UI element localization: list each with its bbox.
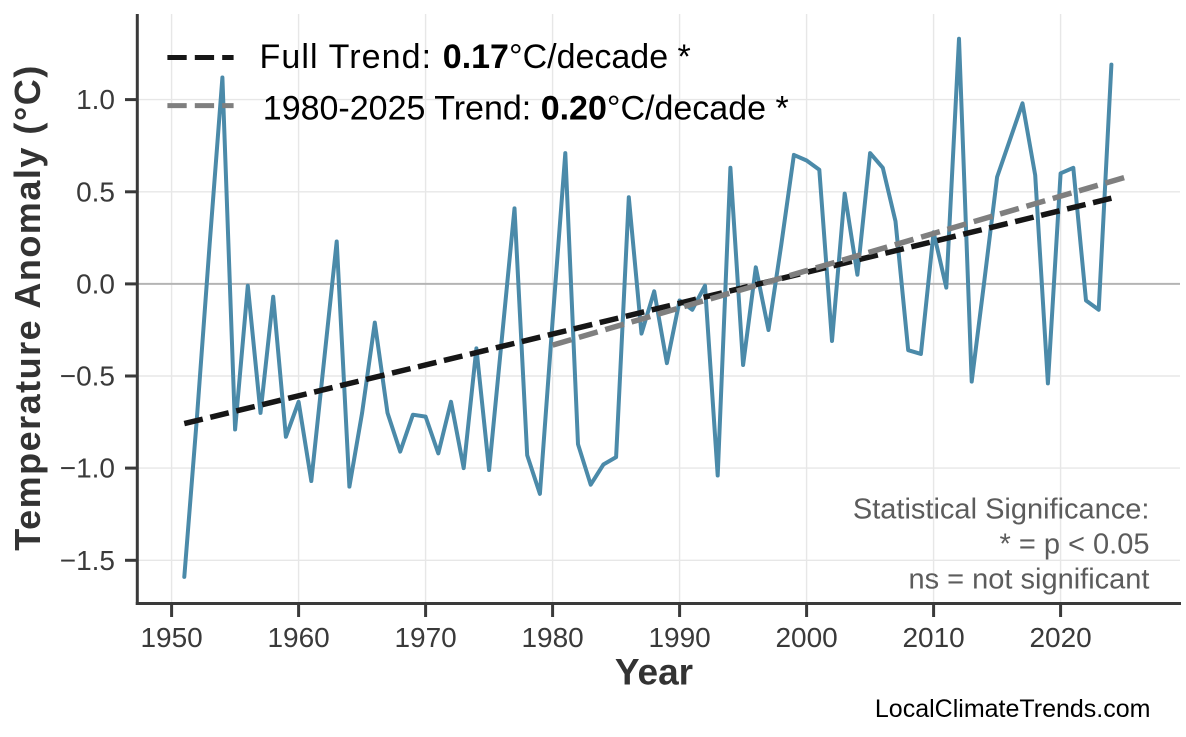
svg-text:1.0: 1.0 <box>76 84 115 115</box>
svg-text:Statistical Significance:: Statistical Significance: <box>853 493 1150 525</box>
svg-text:2020: 2020 <box>1029 622 1091 653</box>
svg-text:Temperature Anomaly (°C): Temperature Anomaly (°C) <box>7 64 48 550</box>
svg-text:0.0: 0.0 <box>76 268 115 299</box>
svg-text:2010: 2010 <box>902 622 964 653</box>
svg-text:Year: Year <box>615 652 693 693</box>
svg-text:1980: 1980 <box>521 622 583 653</box>
svg-text:1960: 1960 <box>267 622 329 653</box>
svg-text:1950: 1950 <box>140 622 202 653</box>
svg-text:1990: 1990 <box>648 622 710 653</box>
svg-text:LocalClimateTrends.com: LocalClimateTrends.com <box>875 695 1151 723</box>
svg-text:0.5: 0.5 <box>76 176 115 207</box>
svg-text:−1.0: −1.0 <box>60 453 115 484</box>
svg-text:* = p < 0.05: * = p < 0.05 <box>1000 528 1150 560</box>
svg-text:−1.5: −1.5 <box>60 545 115 576</box>
svg-text:1980-2025 Trend: 0.20°C/decade: 1980-2025 Trend: 0.20°C/decade * <box>263 89 789 127</box>
svg-text:Full Trend: 0.17°C/decade *: Full Trend: 0.17°C/decade * <box>260 38 691 76</box>
svg-text:1970: 1970 <box>394 622 456 653</box>
svg-text:2000: 2000 <box>775 622 837 653</box>
svg-text:−0.5: −0.5 <box>60 361 115 392</box>
svg-text:ns = not significant: ns = not significant <box>908 564 1149 596</box>
